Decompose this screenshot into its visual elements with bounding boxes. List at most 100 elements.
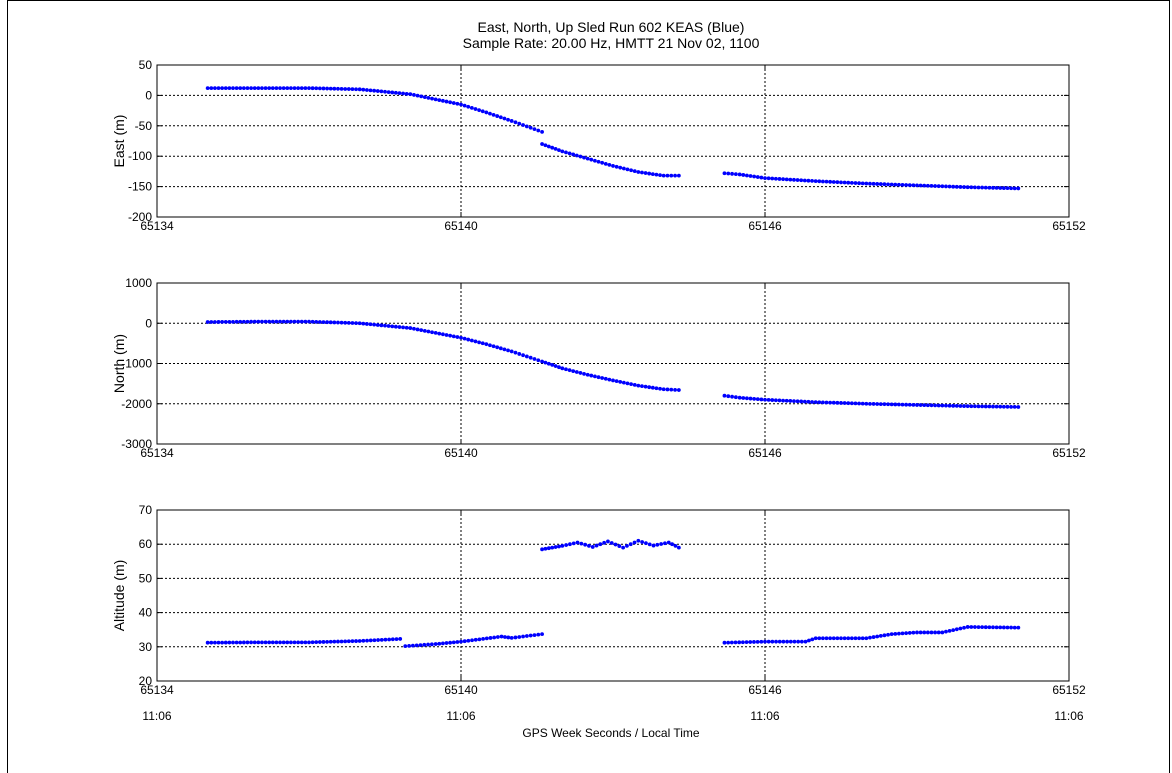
east-data-point — [828, 179, 833, 184]
altitude-data-point — [426, 642, 430, 647]
north-data-point — [882, 402, 887, 407]
east-data-point — [741, 173, 746, 177]
east-y-tick-label: -100 — [128, 149, 152, 163]
altitude-data-point — [564, 543, 569, 547]
east-data-point — [524, 124, 529, 129]
north-data-point — [755, 397, 760, 402]
east-data-point — [766, 176, 771, 181]
east-data-point — [904, 183, 909, 187]
east-data-point — [781, 177, 785, 182]
altitude-data-point — [803, 639, 808, 644]
north-data-point — [469, 338, 474, 343]
north-data-point — [506, 348, 510, 353]
north-data-point — [878, 402, 883, 406]
north-data-point — [824, 400, 829, 405]
north-data-point — [354, 321, 358, 326]
north-data-point — [871, 402, 876, 406]
altitude-data-point — [418, 643, 423, 647]
north-data-point — [929, 403, 934, 408]
east-data-point — [252, 86, 257, 90]
altitude-data-point — [365, 638, 369, 643]
altitude-data-point — [433, 642, 438, 646]
north-y-tick-label: -1000 — [121, 357, 152, 371]
north-data-point — [603, 376, 608, 381]
altitude-data-point — [307, 640, 311, 645]
north-data-point — [528, 355, 533, 360]
north-data-point — [962, 404, 966, 408]
north-data-point — [998, 404, 1003, 409]
east-data-point — [954, 184, 959, 189]
east-data-point — [281, 86, 286, 90]
north-data-point — [390, 324, 395, 329]
north-data-point — [770, 398, 775, 402]
east-data-point — [238, 86, 243, 90]
north-data-point — [1012, 405, 1017, 409]
altitude-data-point — [875, 634, 880, 639]
north-data-point — [748, 396, 753, 401]
altitude-data-point — [663, 541, 667, 546]
north-data-point — [567, 368, 572, 373]
east-data-point — [810, 179, 814, 183]
east-data-point — [393, 90, 398, 95]
north-data-point — [983, 404, 988, 409]
altitude-data-point — [546, 546, 551, 551]
east-data-point — [357, 87, 362, 92]
east-data-point — [632, 169, 637, 174]
altitude-data-point — [1012, 625, 1017, 630]
east-data-point — [540, 142, 544, 146]
altitude-data-point — [372, 638, 377, 643]
east-data-point — [469, 106, 474, 110]
altitude-data-point — [918, 630, 923, 635]
altitude-data-point — [557, 544, 561, 549]
altitude-data-point — [889, 632, 894, 637]
north-data-point — [1001, 404, 1006, 409]
altitude-y-tick-label: 40 — [139, 606, 153, 620]
east-data-point — [596, 159, 601, 164]
altitude-data-point — [241, 640, 246, 645]
east-data-point — [962, 185, 966, 189]
east-data-point — [969, 185, 974, 190]
altitude-x-tick-label: 65140 — [444, 683, 478, 697]
north-data-point — [802, 399, 807, 404]
east-data-point — [759, 175, 764, 180]
altitude-data-point — [488, 636, 493, 640]
north-data-point — [274, 319, 279, 324]
altitude-data-point — [980, 625, 985, 630]
north-data-point — [437, 331, 442, 336]
east-data-point — [332, 86, 337, 91]
east-data-point — [296, 86, 301, 90]
east-data-point — [536, 128, 541, 133]
east-data-point — [397, 91, 402, 96]
altitude-data-point — [336, 639, 340, 644]
north-data-point — [459, 335, 463, 340]
north-data-point — [773, 398, 778, 403]
north-data-point — [513, 350, 518, 355]
altitude-data-point — [799, 639, 804, 644]
east-data-point — [973, 185, 977, 190]
altitude-data-point — [252, 640, 257, 645]
altitude-data-point — [868, 635, 872, 640]
east-data-point — [241, 86, 246, 90]
north-data-point — [278, 319, 282, 324]
x-axis-label: GPS Week Seconds / Local Time — [522, 726, 700, 740]
north-data-point — [339, 320, 344, 325]
north-data-point — [231, 319, 235, 324]
north-data-point — [336, 320, 340, 325]
east-data-point — [976, 185, 981, 190]
north-y-tick-label: -2000 — [121, 397, 152, 411]
altitude-data-point — [781, 639, 786, 644]
east-data-point — [488, 111, 492, 116]
altitude-data-point — [263, 640, 268, 645]
north-data-point — [846, 401, 851, 406]
altitude-data-point — [907, 631, 912, 635]
north-data-point — [310, 319, 315, 324]
north-data-point — [343, 320, 348, 325]
altitude-axes-frame — [156, 509, 1070, 682]
east-data-point — [1009, 186, 1013, 191]
north-data-point — [550, 363, 555, 367]
north-data-point — [600, 376, 605, 380]
east-data-point — [813, 179, 818, 184]
east-data-point — [213, 86, 217, 90]
east-data-point — [303, 86, 308, 90]
east-data-point — [918, 183, 923, 188]
